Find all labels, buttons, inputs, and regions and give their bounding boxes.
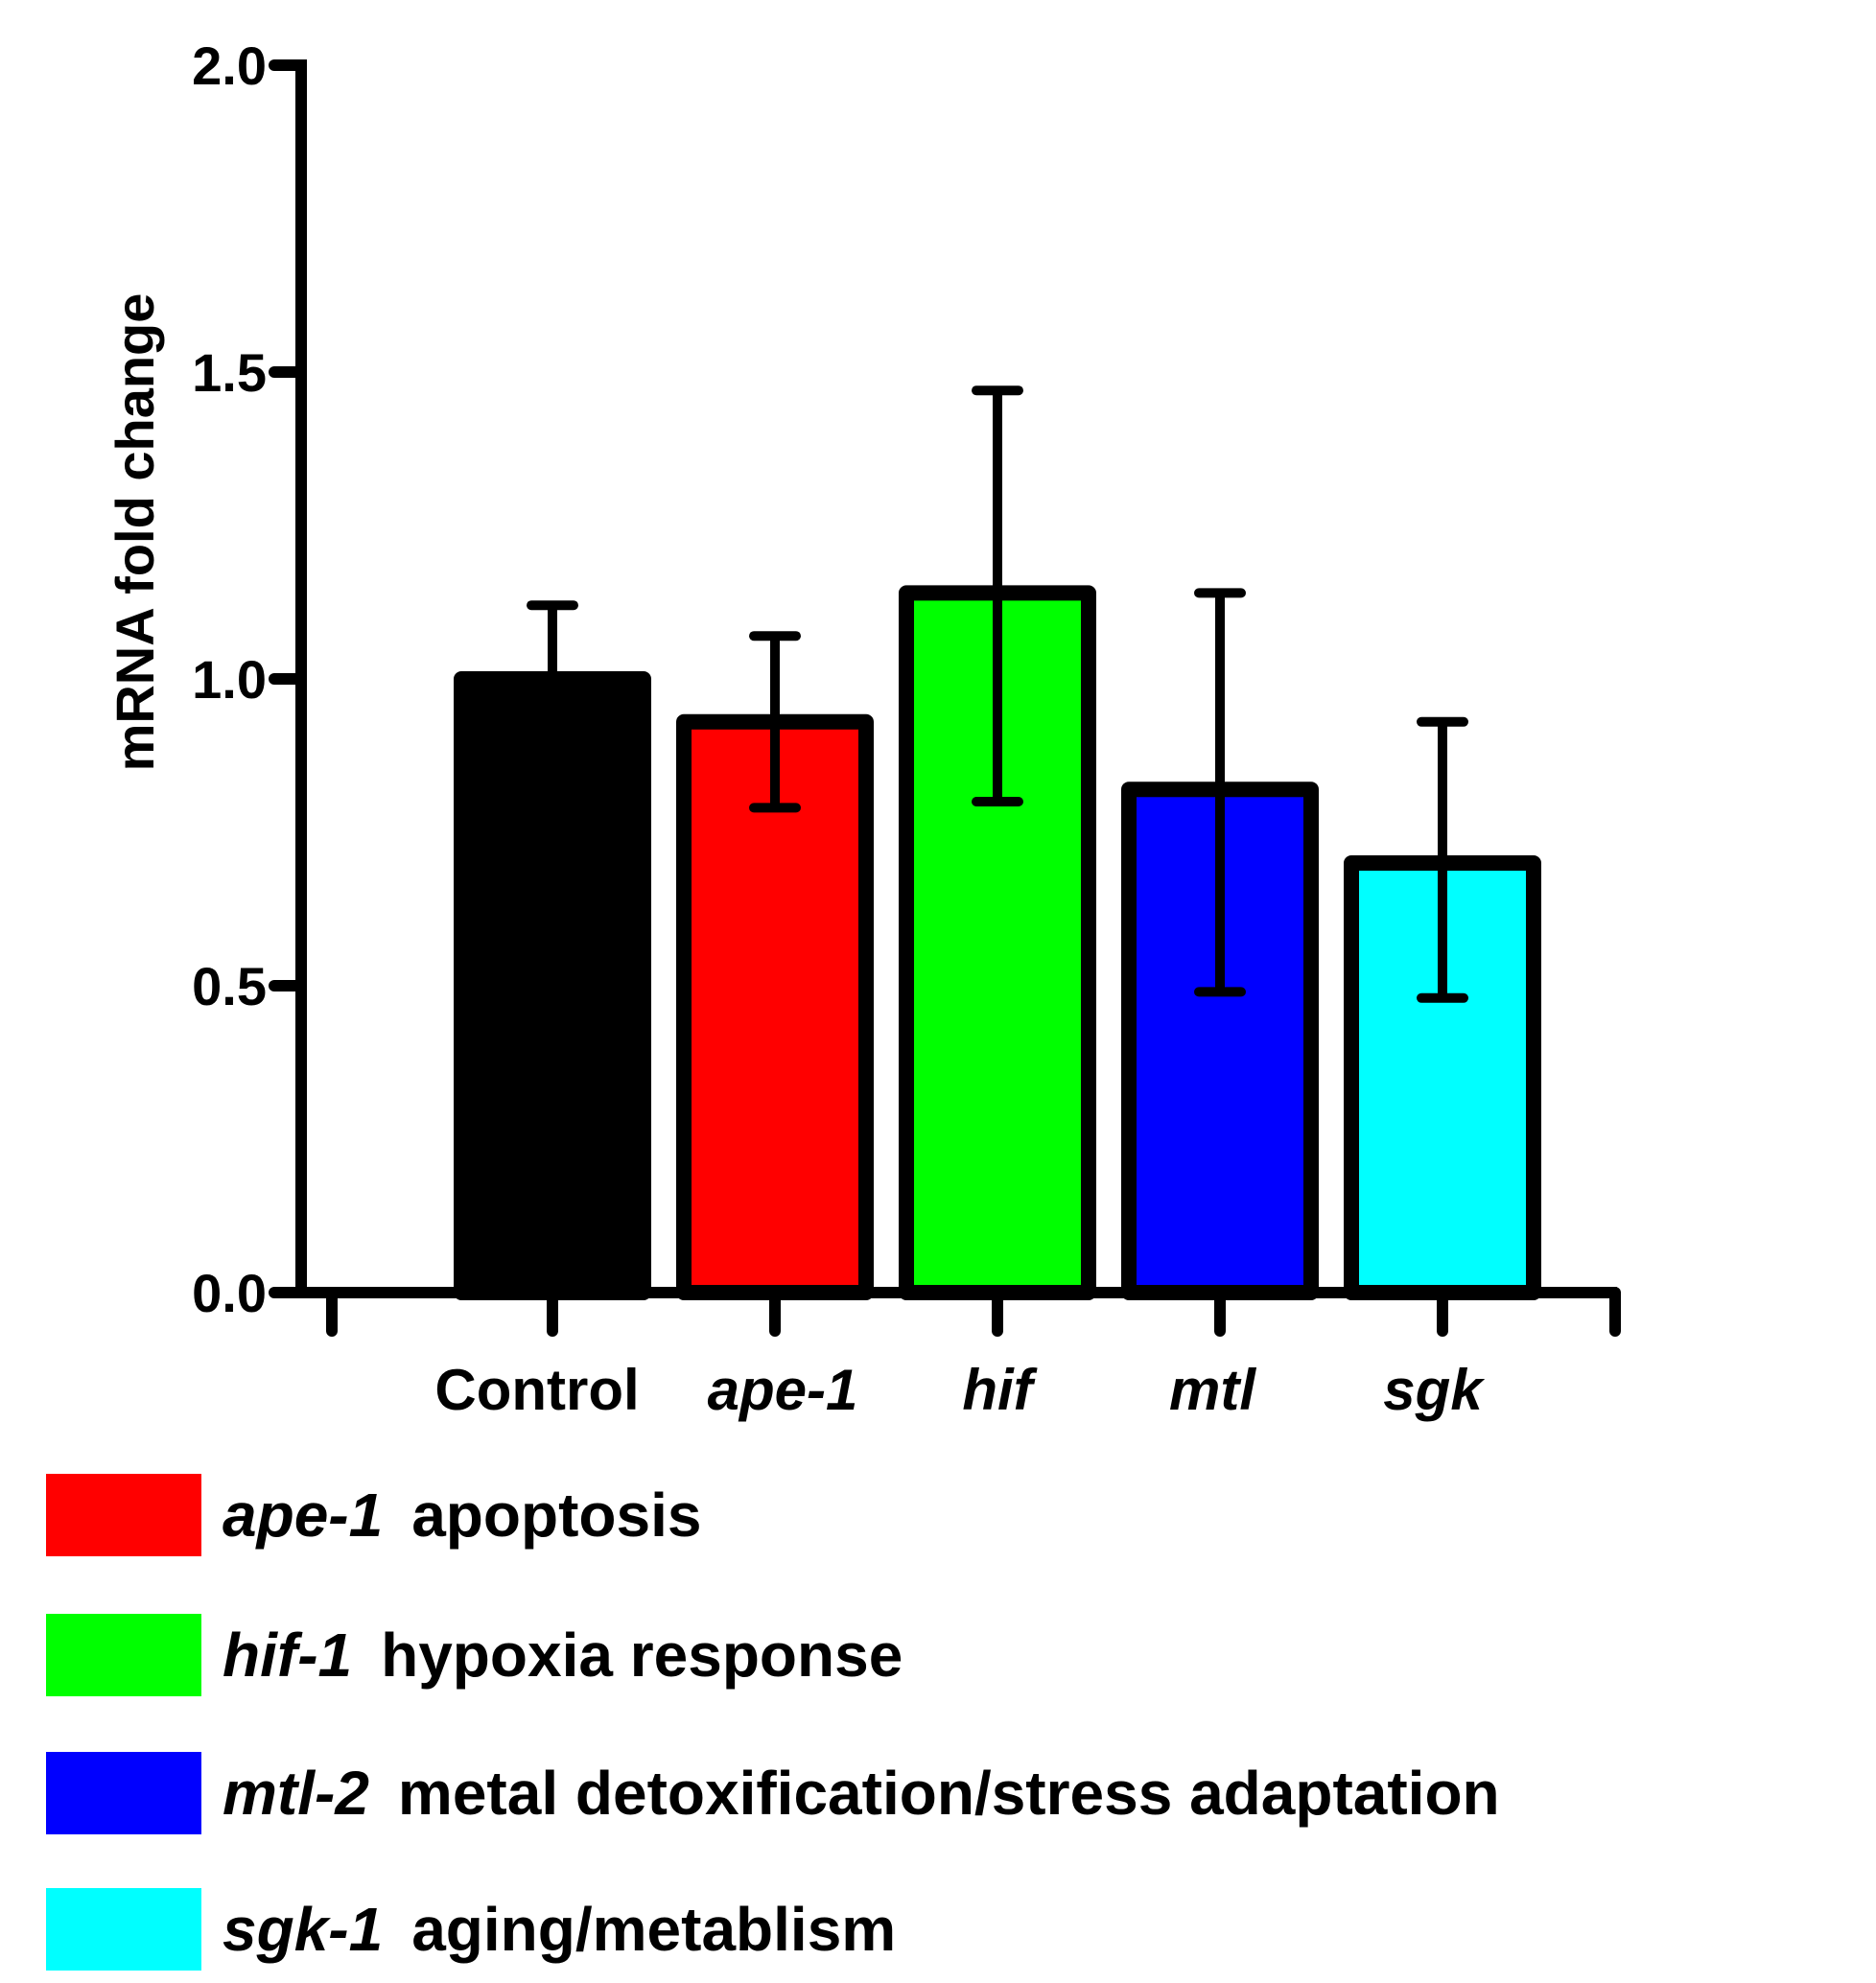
y-tick-label: 0.0 [192, 1263, 267, 1323]
legend-description: aging/metablism [411, 1895, 897, 1964]
legend-swatch-red [46, 1474, 201, 1556]
bar-mtl [1121, 782, 1319, 1300]
x-category-label-mtl: mtl [1169, 1358, 1256, 1422]
x-category-label-sgk: sgk [1383, 1358, 1485, 1422]
bar-chart: 0.0 0.5 1.0 1.5 2.0 Control ape-1 hif mtl sgk mRN… [105, 35, 1621, 1422]
legend-description: metal detoxification/stress adaptation [397, 1759, 1500, 1828]
legend-swatch-cyan [46, 1888, 201, 1971]
axes-layer [269, 59, 1621, 1337]
legend-description: hypoxia response [381, 1621, 903, 1690]
legend-swatch-blue [46, 1752, 201, 1834]
legend-item-hif-1: hif-1 hypoxia response [46, 1609, 903, 1701]
y-tick-label: 0.5 [192, 956, 267, 1016]
legend-item-ape-1: ape-1 apoptosis [46, 1469, 701, 1561]
legend-description: apoptosis [411, 1481, 702, 1550]
legend-gene: mtl-2 [223, 1759, 369, 1828]
x-category-label-hif: hif [962, 1358, 1037, 1422]
legend-item-sgk-1: sgk-1 aging/metablism [46, 1883, 896, 1975]
legend-item-mtl-2: mtl-2 metal detoxification/stress adapta… [46, 1747, 1500, 1839]
legend-gene: hif-1 [223, 1621, 353, 1690]
bar-Control [454, 671, 651, 1300]
legend-gene: ape-1 [223, 1481, 384, 1550]
y-tick-label: 1.5 [192, 342, 267, 403]
x-category-label-ape-1: ape-1 [708, 1358, 858, 1422]
legend-swatch-green [46, 1614, 201, 1696]
labels-layer: 0.0 0.5 1.0 1.5 2.0 Control ape-1 hif mtl sgk [192, 35, 1485, 1422]
x-category-label-Control: Control [434, 1358, 639, 1422]
y-tick-label: 2.0 [192, 35, 267, 96]
y-tick-label: 1.0 [192, 649, 267, 710]
legend-gene: sgk-1 [223, 1895, 384, 1964]
y-axis-title: mRNA fold change [105, 293, 165, 772]
error-bars-layer [527, 385, 1468, 1003]
